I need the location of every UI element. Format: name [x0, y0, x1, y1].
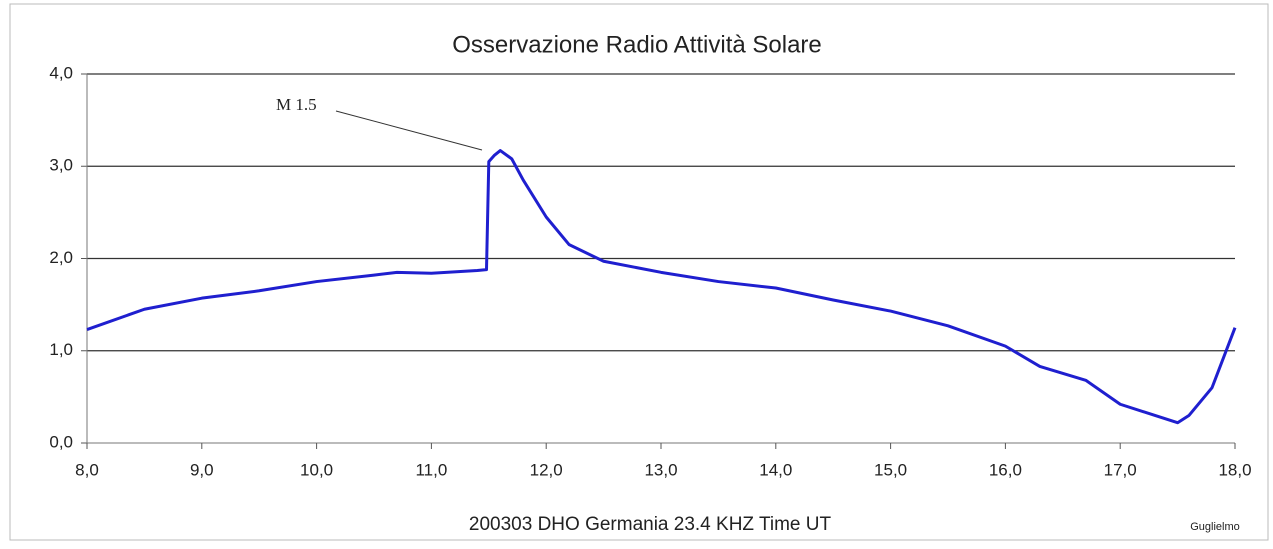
x-tick-label: 18,0	[1218, 460, 1251, 479]
y-tick-label: 2,0	[49, 248, 73, 267]
line-series	[86, 149, 1237, 425]
credit: Guglielmo	[1190, 521, 1240, 533]
x-tick-label: 10,0	[300, 460, 333, 479]
y-tick-label: 4,0	[49, 63, 73, 82]
x-tick-label: 12,0	[530, 460, 563, 479]
annotation: M 1.5	[276, 95, 317, 114]
x-tick-label: 13,0	[644, 460, 677, 479]
x-tick-label: 11,0	[415, 460, 447, 479]
chart-title: Osservazione Radio Attività Solare	[452, 31, 822, 58]
x-tick-label: 16,0	[989, 460, 1022, 479]
y-tick-label: 1,0	[49, 340, 73, 359]
annotation-leader	[335, 110, 483, 151]
x-tick-label: 8,0	[75, 460, 99, 479]
x-tick-label: 17,0	[1104, 460, 1137, 479]
y-tick-label: 3,0	[49, 156, 73, 175]
x-tick-label: 9,0	[190, 460, 214, 479]
frame	[9, 3, 1269, 541]
y-tick-label: 0,0	[49, 432, 73, 451]
x-axis-label: 200303 DHO Germania 23.4 KHZ Time UT	[469, 514, 832, 535]
x-tick-label: 14,0	[759, 460, 792, 479]
x-tick-label: 15,0	[874, 460, 907, 479]
